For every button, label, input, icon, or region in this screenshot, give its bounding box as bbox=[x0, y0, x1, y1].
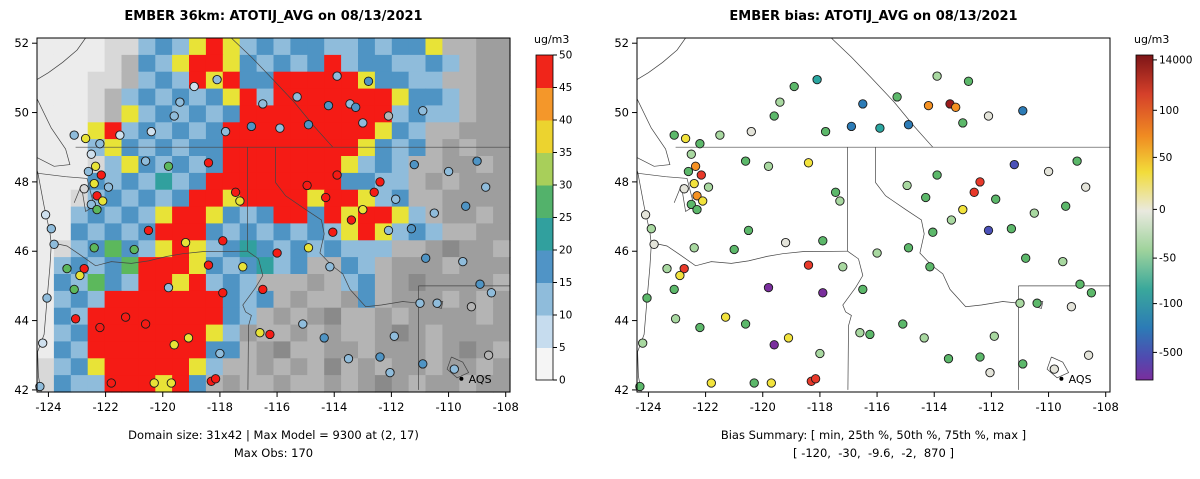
svg-text:10: 10 bbox=[559, 310, 572, 322]
svg-text:48: 48 bbox=[14, 175, 29, 189]
svg-text:20: 20 bbox=[559, 245, 572, 257]
svg-text:-112: -112 bbox=[978, 400, 1004, 414]
map-outlines bbox=[636, 37, 1110, 393]
svg-text:AQS: AQS bbox=[1069, 373, 1092, 386]
svg-text:50: 50 bbox=[14, 106, 29, 120]
svg-text:-112: -112 bbox=[378, 400, 404, 414]
svg-text:42: 42 bbox=[14, 383, 29, 397]
svg-text:46: 46 bbox=[614, 244, 629, 258]
model-caption-domain: Domain size: 31x42 | Max Model = 9300 at… bbox=[128, 428, 419, 442]
svg-text:-122: -122 bbox=[693, 400, 719, 414]
svg-text:-120: -120 bbox=[750, 400, 776, 414]
svg-text:5: 5 bbox=[559, 342, 566, 354]
svg-text:-118: -118 bbox=[207, 400, 233, 414]
svg-text:-122: -122 bbox=[93, 400, 119, 414]
bias-caption-values: [ -120, -30, -9.6, -2, 870 ] bbox=[793, 446, 954, 460]
svg-text:52: 52 bbox=[614, 36, 629, 50]
svg-text:48: 48 bbox=[614, 175, 629, 189]
model-map-panel: AQS -124 -122 -120 -118 -116 -114 -112 -110 -108 4… bbox=[14, 9, 572, 460]
svg-text:-120: -120 bbox=[150, 400, 176, 414]
axes: -124 -122 -120 -118 -116 -114 -112 -110 -108 42 44… bbox=[614, 36, 1118, 414]
axes: -124 -122 -120 -118 -116 -114 -112 -110 -108 42 44… bbox=[14, 36, 518, 414]
svg-text:-500: -500 bbox=[1159, 347, 1183, 359]
svg-text:30: 30 bbox=[559, 180, 572, 192]
model-map-title: EMBER 36km: ATOTIJ_AVG on 08/13/2021 bbox=[124, 9, 423, 24]
svg-text:-100: -100 bbox=[1159, 298, 1183, 310]
svg-text:-108: -108 bbox=[493, 400, 519, 414]
svg-text:0: 0 bbox=[1159, 204, 1166, 216]
svg-text:-50: -50 bbox=[1159, 253, 1176, 265]
svg-text:-124: -124 bbox=[35, 400, 61, 414]
bias-map-canvas: AQS -124 -122 -120 -118 -116 -114 -112 -110 -108 4… bbox=[614, 33, 1192, 414]
obs-points bbox=[635, 71, 1097, 392]
svg-text:ug/m3: ug/m3 bbox=[1134, 33, 1169, 46]
svg-text:25: 25 bbox=[559, 212, 572, 224]
raster-layer bbox=[37, 38, 511, 393]
colorbar: 14000 100 50 0 -50 -100 -500 ug/m3 bbox=[1134, 33, 1192, 381]
svg-text:14000: 14000 bbox=[1159, 54, 1192, 66]
svg-text:-110: -110 bbox=[435, 400, 461, 414]
svg-text:46: 46 bbox=[14, 244, 29, 258]
svg-text:-114: -114 bbox=[921, 400, 947, 414]
map-background bbox=[637, 38, 1110, 392]
svg-text:35: 35 bbox=[559, 147, 572, 159]
bias-map-title: EMBER bias: ATOTIJ_AVG on 08/13/2021 bbox=[729, 9, 1018, 24]
svg-text:-110: -110 bbox=[1035, 400, 1061, 414]
svg-text:15: 15 bbox=[559, 277, 572, 289]
svg-text:0: 0 bbox=[559, 375, 566, 387]
svg-text:-124: -124 bbox=[635, 400, 661, 414]
svg-text:50: 50 bbox=[559, 50, 572, 62]
svg-text:-114: -114 bbox=[321, 400, 347, 414]
svg-text:45: 45 bbox=[559, 82, 572, 94]
svg-text:40: 40 bbox=[559, 115, 572, 127]
svg-text:42: 42 bbox=[614, 383, 629, 397]
svg-text:50: 50 bbox=[614, 106, 629, 120]
svg-text:44: 44 bbox=[614, 314, 629, 328]
svg-text:AQS: AQS bbox=[469, 373, 492, 386]
svg-text:100: 100 bbox=[1159, 105, 1179, 117]
svg-text:-116: -116 bbox=[264, 400, 290, 414]
bias-caption-summary: Bias Summary: [ min, 25th %, 50th %, 75t… bbox=[720, 428, 1027, 442]
obs-points bbox=[35, 71, 497, 392]
svg-text:-108: -108 bbox=[1093, 400, 1119, 414]
svg-text:-118: -118 bbox=[807, 400, 833, 414]
bias-map-panel: AQS -124 -122 -120 -118 -116 -114 -112 -110 -108 4… bbox=[600, 0, 1200, 479]
svg-text:52: 52 bbox=[14, 36, 29, 50]
model-map-canvas: AQS -124 -122 -120 -118 -116 -114 -112 -110 -108 4… bbox=[14, 33, 572, 414]
aqs-legend: AQS bbox=[1059, 373, 1092, 386]
svg-text:50: 50 bbox=[1159, 152, 1172, 164]
svg-text:ug/m3: ug/m3 bbox=[534, 33, 569, 46]
model-caption-maxobs: Max Obs: 170 bbox=[233, 446, 314, 460]
svg-text:-116: -116 bbox=[864, 400, 890, 414]
svg-text:44: 44 bbox=[14, 314, 29, 328]
aqs-legend: AQS bbox=[459, 373, 492, 386]
